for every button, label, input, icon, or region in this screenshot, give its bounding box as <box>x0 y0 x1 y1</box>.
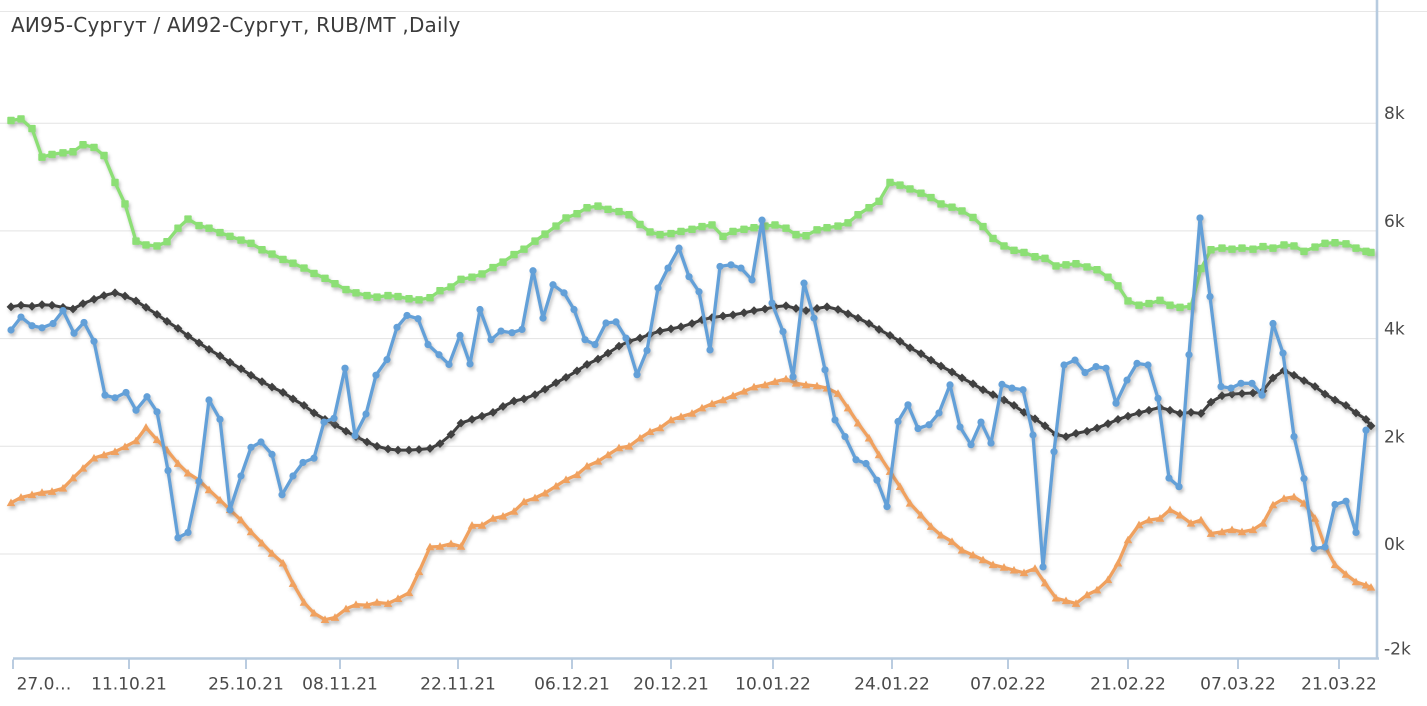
x-tick-label: 22.11.21 <box>420 675 496 695</box>
y-tick-label: 2k <box>1384 427 1405 447</box>
axis-frame <box>13 0 1379 660</box>
x-tick-label: 06.12.21 <box>534 675 610 695</box>
x-tick-label: 24.01.22 <box>854 675 930 695</box>
top-divider <box>0 11 1427 12</box>
y-axis: 8k 6k 4k 2k 0k -2k <box>1384 104 1411 659</box>
y-tick-label: 0k <box>1384 535 1405 555</box>
x-tick-label: 21.03.22 <box>1301 675 1377 695</box>
x-tick-label: 07.03.22 <box>1200 675 1276 695</box>
series-middle-average-black <box>6 288 1376 455</box>
series-upper-band-green <box>7 115 1375 312</box>
x-tick-label: 20.12.21 <box>633 675 709 695</box>
x-tick-label: 10.01.22 <box>735 675 811 695</box>
chart-title: АИ95-Сургут / АИ92-Сургут, RUB/MT ,Daily <box>11 13 461 37</box>
y-tick-label: 8k <box>1384 104 1405 124</box>
y-tick-label: -2k <box>1384 640 1411 660</box>
x-tick-label: 11.10.21 <box>91 675 167 695</box>
series-line-middle-average-black <box>9 291 1373 452</box>
y-gridlines <box>0 122 1376 555</box>
x-axis: 27.0… 11.10.21 25.10.21 08.11.21 22.11.21 06.… <box>12 659 1377 695</box>
x-tick-label: 07.02.22 <box>970 675 1046 695</box>
x-tick-label: 08.11.21 <box>302 675 378 695</box>
series-lower-band-orange <box>6 374 1376 623</box>
series-daily-spread-blue <box>7 214 1370 571</box>
x-tick-label: 27.0… <box>17 675 72 695</box>
x-tick-label: 21.02.22 <box>1090 675 1166 695</box>
y-tick-label: 6k <box>1384 212 1405 232</box>
y-tick-label: 4k <box>1384 320 1405 340</box>
x-tick-label: 25.10.21 <box>208 675 284 695</box>
